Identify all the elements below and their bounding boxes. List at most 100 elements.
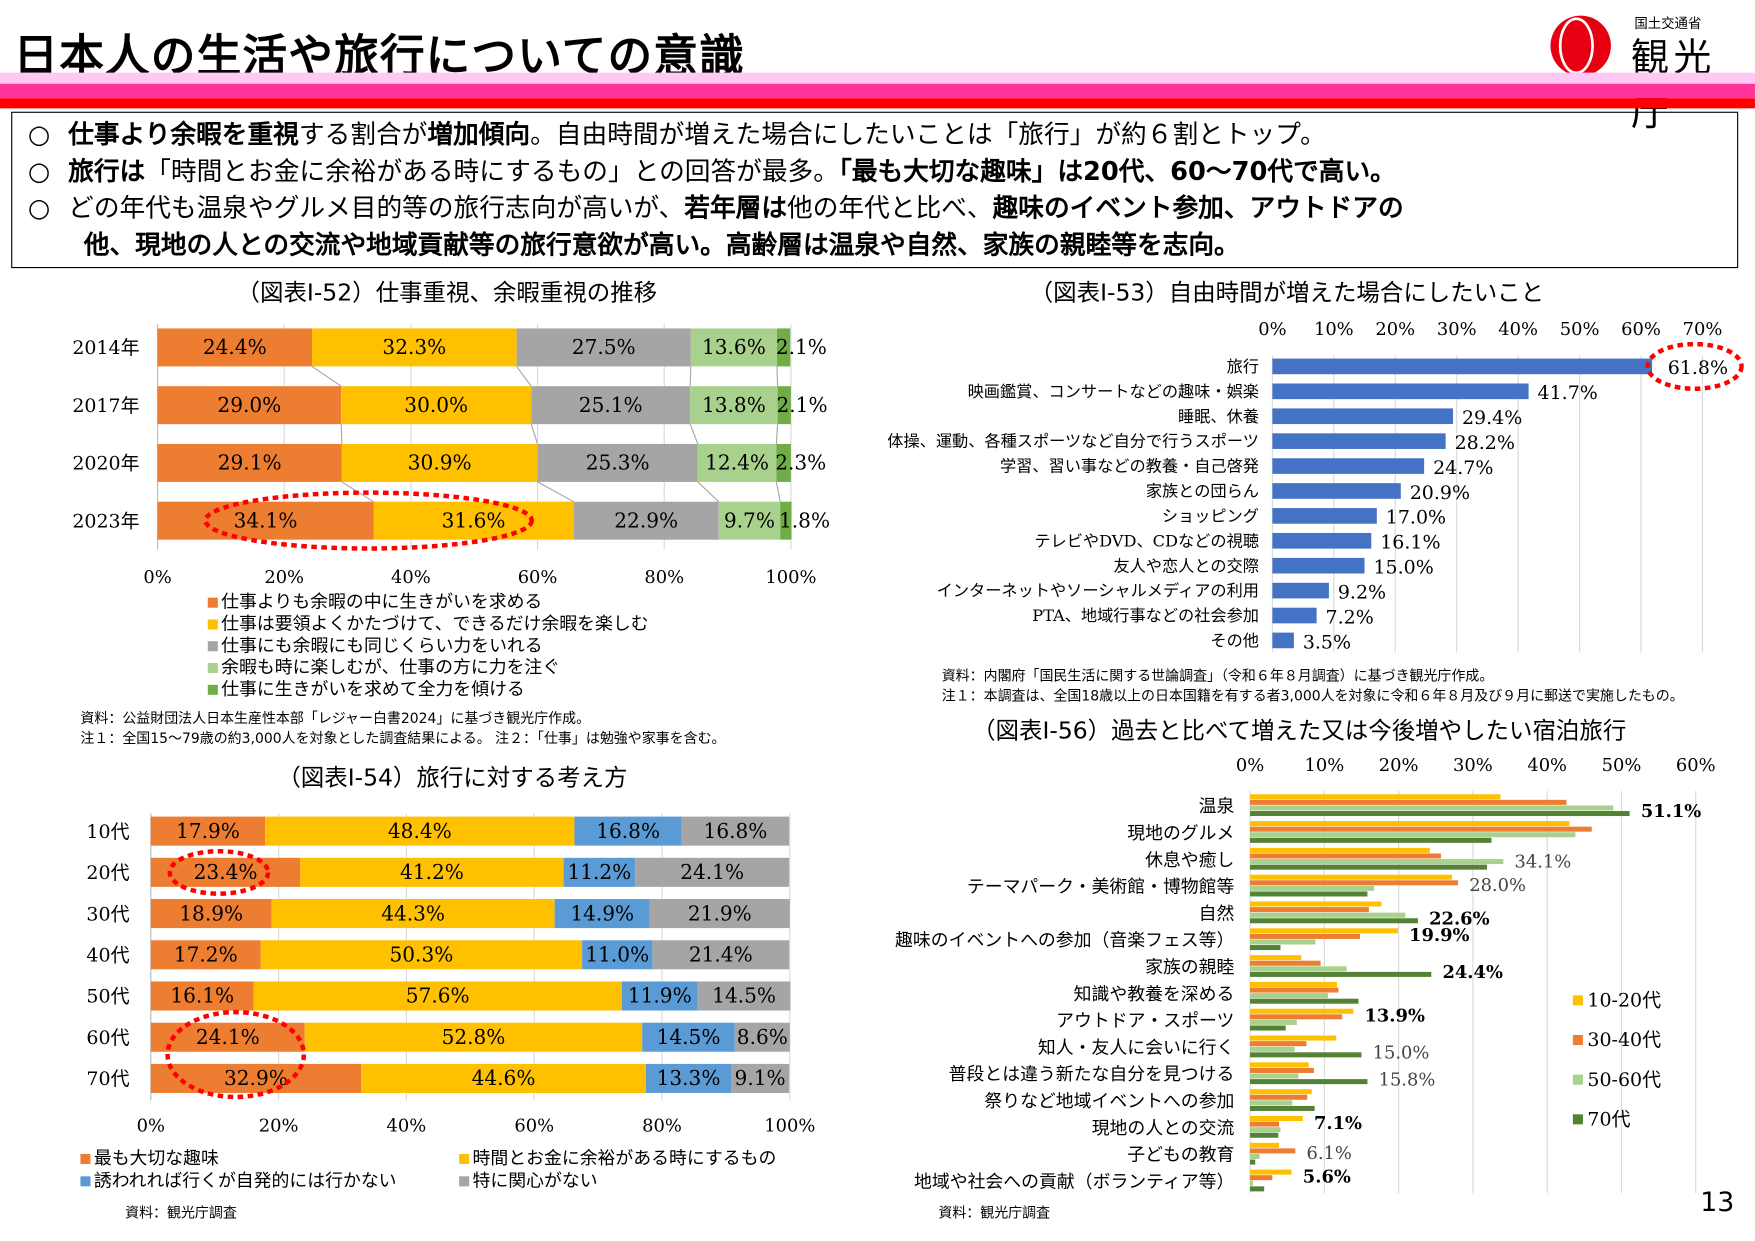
i56-legend-label: 50-60代: [1587, 1069, 1661, 1091]
i54-data-label: 17.9%: [176, 819, 240, 843]
i54-bar-segment: [300, 857, 564, 887]
i56-bar: [1250, 826, 1592, 832]
i53-bar: [1272, 532, 1372, 549]
summary-line: ○ 仕事より余暇を重視する割合が増加傾向。自由時間が増えた場合にしたいことは「旅行…: [28, 117, 1737, 154]
source-note-i56: 資料：観光庁調査: [938, 1204, 1051, 1221]
i56-bar: [1250, 1067, 1314, 1073]
i53-bar: [1272, 607, 1317, 624]
i52-data-label: 13.6%: [702, 335, 766, 359]
bullet-icon: ○: [27, 120, 51, 150]
i52-data-label: 29.1%: [218, 451, 282, 475]
i54-legend-swatch: [80, 1153, 91, 1165]
i52-bar-segment: [573, 501, 719, 540]
i54-data-label: 24.1%: [196, 1025, 260, 1049]
summary-line: 他、現地の人との交流や地域貢献等の旅行意欲が高い。高齢層は温泉や自然、家族の親睦…: [28, 228, 1737, 265]
i56-legend-label: 10-20代: [1587, 990, 1661, 1012]
i52-data-label: 29.0%: [217, 393, 281, 417]
i56-bar: [1250, 912, 1406, 918]
summary-text: どの年代も温泉やグルメ目的等の旅行志向が高いが、: [68, 194, 685, 224]
source-note-i53: 資料：内閣府「国民生活に関する世論調査」（令和６年８月調査）に基づき観光庁作成。: [941, 666, 1494, 684]
i56-legend-swatch: [1572, 1034, 1583, 1046]
i53-category-label: 体操、運動、各種スポーツなど自分で行うスポーツ: [887, 432, 1259, 451]
i56-legend-swatch: [1572, 1074, 1583, 1085]
i56-bar: [1250, 1052, 1362, 1058]
i54-category-label: 60代: [86, 1027, 129, 1049]
summary-box: ○ 仕事より余暇を重視する割合が増加傾向。自由時間が増えた場合にしたいことは「旅行…: [11, 111, 1739, 269]
header-band-red: [0, 98, 1755, 109]
i56-category-label: 休息や癒し: [1145, 850, 1234, 871]
i54-data-label: 11.2%: [567, 860, 631, 884]
i54-bar-segment: [563, 857, 636, 887]
i56-data-label: 15.8%: [1379, 1069, 1436, 1090]
summary-emphasis: 増加傾向: [427, 120, 531, 150]
i54-legend-swatch: [80, 1176, 91, 1187]
i53-bar: [1272, 483, 1401, 499]
i54-legend-label: 特に関心がない: [473, 1170, 598, 1191]
chart-title-i56: （図表Ⅰ-56）過去と比べて増えた又は今後増やしたい宿泊旅行: [972, 717, 1627, 744]
i52-highlight-ellipse: [203, 490, 534, 551]
i56-bar: [1250, 1175, 1273, 1181]
i56-bar: [1250, 1008, 1354, 1014]
i53-category-label: インターネットやソーシャルメディアの利用: [937, 581, 1259, 600]
i52-legend-swatch: [207, 619, 218, 630]
summary-text: 。自由時間が増えた場合にしたいことは「旅行」が約６割とトップ。: [530, 120, 1326, 150]
i54-data-label: 24.1%: [680, 860, 744, 884]
i56-bar: [1250, 1115, 1303, 1122]
i56-category-label: 温泉: [1199, 796, 1235, 817]
i56-bar: [1250, 1186, 1265, 1192]
i56-data-label: 6.1%: [1307, 1143, 1352, 1164]
i52-bar-segment: [690, 328, 777, 367]
i53-category-label: 旅行: [1227, 357, 1259, 376]
i56-bar: [1250, 987, 1339, 993]
i53-category-label: その他: [1210, 631, 1259, 650]
i54-data-label: 14.9%: [570, 901, 634, 925]
i52-legend-label: 仕事に生きがいを求めて全力を傾ける: [221, 679, 525, 700]
i54-x-tick-label: 80%: [642, 1116, 682, 1137]
i53-highlight-ellipse: [1645, 341, 1744, 391]
i52-bar-segment: [777, 386, 791, 425]
i54-data-label: 8.6%: [737, 1025, 788, 1049]
i52-category-label: 2020年: [72, 453, 139, 475]
i54-bar-segment: [697, 981, 791, 1011]
i54-data-label: 21.4%: [689, 942, 753, 966]
i53-data-label: 16.1%: [1380, 532, 1440, 554]
i56-category-label: テーマパーク・美術館・博物館等: [967, 877, 1235, 898]
i54-bar-segment: [253, 981, 622, 1011]
i54-bar-segment: [582, 940, 653, 970]
i54-bar-segment: [681, 816, 790, 846]
i52-data-label: 2.1%: [776, 393, 827, 417]
i52-bar-segment: [157, 501, 374, 540]
i52-data-label: 1.8%: [779, 508, 830, 532]
i52-x-tick-label: 100%: [765, 567, 816, 588]
i54-bar-segment: [150, 816, 266, 846]
i54-bar-segment: [271, 899, 555, 929]
source-note-i54: 資料：観光庁調査: [125, 1204, 237, 1221]
i56-bar: [1250, 794, 1501, 800]
i56-bar: [1250, 955, 1302, 961]
i56-bar: [1250, 1132, 1279, 1138]
i54-data-label: 16.8%: [704, 819, 768, 843]
i53-bar: [1272, 433, 1446, 449]
i56-bar: [1250, 960, 1321, 966]
summary-emphasis: 旅行は: [68, 157, 146, 187]
i53-data-label: 24.7%: [1433, 457, 1493, 479]
i53-data-label: 15.0%: [1373, 557, 1433, 579]
i56-bar: [1250, 880, 1459, 886]
summary-emphasis: 仕事より余暇を重視: [68, 120, 299, 150]
i52-bar-segment: [697, 443, 777, 482]
i54-category-label: 20代: [86, 862, 129, 884]
i56-x-tick-label: 0%: [1236, 755, 1264, 776]
i56-category-label: 子どもの教育: [1127, 1145, 1234, 1166]
i54-data-label: 18.9%: [179, 901, 243, 925]
i54-data-label: 57.6%: [406, 984, 470, 1008]
i52-series-line: [689, 366, 692, 387]
i52-series-line: [775, 481, 781, 502]
i56-bar: [1250, 1169, 1292, 1175]
i53-x-tick-label: 0%: [1258, 319, 1286, 340]
i56-data-label: 28.0%: [1469, 875, 1526, 896]
i54-bar-segment: [731, 1063, 790, 1093]
i52-legend-swatch: [207, 597, 218, 608]
i54-bar-segment: [734, 1022, 790, 1052]
i52-bar-segment: [690, 386, 778, 425]
